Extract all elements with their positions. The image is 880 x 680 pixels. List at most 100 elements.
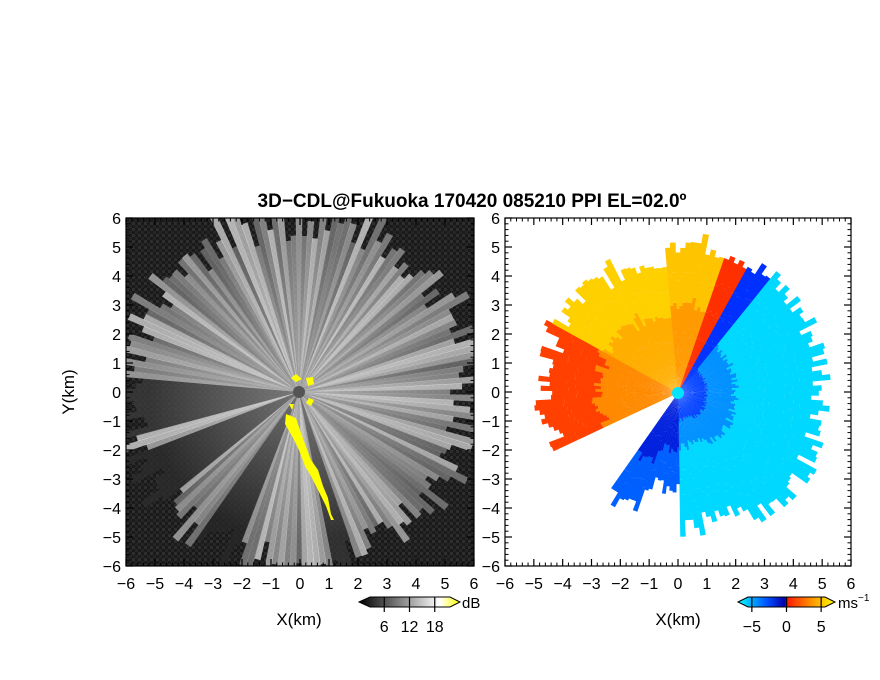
velocity-ray-segment (704, 368, 732, 382)
velocity-ray-segment (726, 355, 753, 371)
velocity-ray-segment (651, 412, 666, 433)
velocity-ray-segment (650, 393, 678, 400)
velocity-ray-segment (649, 393, 678, 397)
velocity-ray-segment (539, 350, 569, 364)
velocity-ray-segment (660, 431, 668, 451)
velocity-ray-segment (712, 465, 728, 492)
velocity-ray-segment (654, 316, 665, 343)
velocity-ray-segment (671, 430, 675, 450)
velocity-ray-segment (748, 275, 771, 302)
velocity-ray-segment (585, 416, 610, 429)
velocity-ray-segment (604, 258, 624, 288)
velocity-ray-segment (627, 451, 643, 473)
x-tick-label: 6 (470, 576, 479, 593)
velocity-ray-segment (651, 450, 661, 472)
velocity-ray-segment (668, 433, 674, 454)
velocity-ray-segment (627, 379, 654, 388)
velocity-ray-segment (680, 418, 685, 444)
velocity-ray-segment (677, 411, 679, 430)
velocity-ray-segment (682, 443, 688, 470)
velocity-ray-segment (694, 418, 714, 445)
velocity-ray-segment (676, 362, 678, 393)
x-tick-label: −6 (496, 576, 514, 593)
velocity-ray-segment (678, 393, 701, 415)
velocity-ray-segment (597, 349, 626, 366)
velocity-ray-segment (576, 394, 602, 399)
velocity-ray-segment (678, 393, 682, 419)
velocity-ray-segment (769, 475, 797, 501)
velocity-ray-segment (678, 382, 708, 393)
velocity-ray-segment (685, 338, 695, 367)
velocity-ray-segment (732, 423, 762, 443)
velocity-ray-segment (678, 393, 684, 422)
velocity-ray-segment (720, 337, 744, 358)
velocity-ray-segment (648, 339, 665, 367)
velocity-ray-segment (697, 233, 710, 267)
velocity-ray-segment (741, 480, 762, 507)
velocity-ray-segment (660, 462, 668, 481)
velocity-ray-segment (703, 410, 731, 430)
velocity-ray-segment (666, 370, 678, 393)
velocity-ray-segment (619, 285, 638, 315)
velocity-ray-segment (664, 393, 678, 416)
velocity-ray-segment (678, 370, 699, 393)
velocity-ray-segment (721, 426, 746, 447)
x-tick-label: 3 (760, 576, 769, 593)
y-tick-label: 4 (112, 269, 121, 286)
velocity-ray-segment (711, 256, 725, 286)
y-tick-label: 2 (491, 327, 500, 344)
velocity-ray-segment (719, 292, 738, 319)
velocity-ray-segment (543, 319, 573, 339)
velocity-ray-segment (582, 300, 605, 323)
velocity-ray-segment (699, 463, 711, 488)
velocity-ray-segment (724, 483, 742, 509)
velocity-ray-segment (751, 324, 779, 345)
x-tick-label: −4 (175, 576, 193, 593)
velocity-ray-segment (667, 427, 673, 446)
velocity-ray-segment (539, 406, 568, 416)
velocity-ray-segment (678, 377, 703, 393)
velocity-colorbar-ticks: −5 0 5 (743, 597, 826, 636)
velocity-ray-segment (587, 278, 610, 304)
velocity-ray-segment (626, 382, 653, 389)
velocity-ray-segment (672, 432, 677, 452)
velocity-ray-segment (699, 356, 722, 376)
velocity-ray-segment (678, 393, 706, 406)
velocity-ray-segment (713, 461, 729, 486)
velocity-ray-segment (678, 367, 696, 393)
velocity-ray-segment (774, 313, 803, 334)
velocity-ray-segment (676, 429, 680, 448)
velocity-ray-segment (667, 393, 678, 415)
velocity-ray-segment (784, 336, 813, 352)
velocity-ray-segment (651, 393, 678, 400)
velocity-ray-segment (608, 341, 633, 361)
y-tick-label: 1 (112, 356, 121, 373)
velocity-ray-segment (577, 391, 603, 395)
velocity-ray-segment (734, 456, 757, 481)
velocity-ray-segment (703, 400, 730, 411)
velocity-ray-segment (608, 408, 633, 420)
y-tick-label: −3 (103, 472, 121, 489)
velocity-ray-segment (741, 319, 766, 341)
velocity-ray-segment (683, 302, 690, 333)
velocity-ray-segment (765, 460, 791, 483)
velocity-ray-segment (726, 345, 753, 364)
velocity-ray-segment (685, 302, 693, 334)
velocity-ray-segment (678, 381, 705, 393)
velocity-ray-segment (653, 267, 663, 294)
y-tick-label: 6 (112, 211, 121, 228)
velocity-ray-segment (631, 400, 656, 411)
velocity-ray-segment (584, 324, 610, 345)
velocity-ray-segment (723, 434, 750, 458)
velocity-ray-segment (658, 374, 678, 393)
velocity-ray-segment (731, 371, 760, 381)
velocity-ray-segment (688, 272, 698, 304)
velocity-ray-segment (751, 488, 776, 517)
velocity-ray-segment (616, 329, 639, 352)
velocity-ray-segment (678, 334, 682, 365)
velocity-ray-segment (626, 402, 653, 415)
velocity-ray-segment (574, 422, 602, 437)
velocity-ray-segment (603, 406, 629, 416)
velocity-ray-segment (666, 393, 678, 415)
velocity-ray-segment (670, 342, 675, 369)
